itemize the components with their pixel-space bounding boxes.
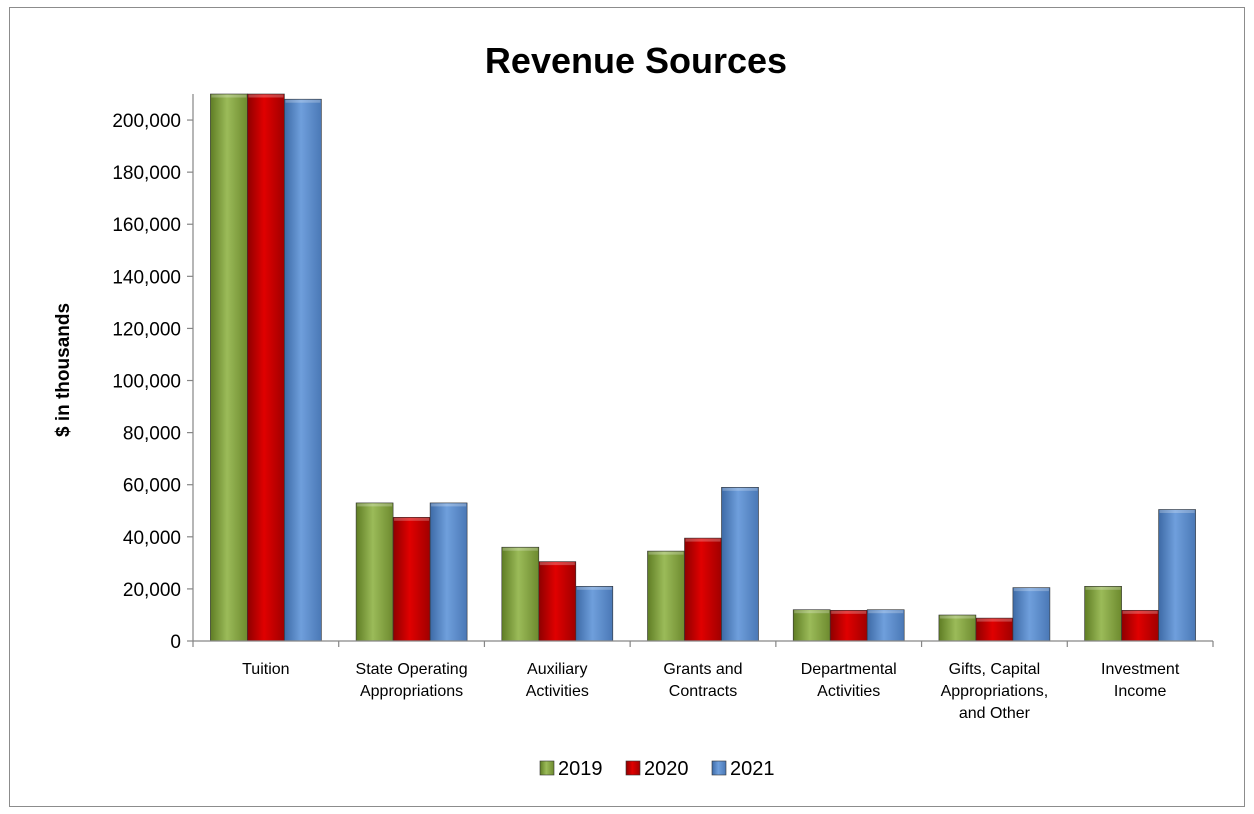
bar-2020-3	[684, 537, 722, 642]
legend: 2019 2020 2021	[539, 758, 775, 780]
y-tick-label: 0	[170, 632, 181, 653]
y-tick-label: 140,000	[112, 267, 181, 288]
bar-highlight	[939, 615, 975, 619]
y-tick-label: 200,000	[112, 111, 181, 132]
bar-highlight	[722, 487, 758, 491]
bar-highlight	[1122, 610, 1158, 614]
x-category-label: Gifts, Capital Appropriations, and Other	[941, 661, 1049, 722]
y-tick-label: 120,000	[112, 319, 181, 340]
x-category-label: Auxiliary Activities	[526, 661, 589, 700]
x-labels-group: Tuition State Operating Appropriations Auxi…	[242, 661, 1180, 722]
bar-highlight	[394, 517, 430, 521]
y-tick-label: 160,000	[112, 215, 181, 236]
x-category-label: Departmental Activities	[801, 661, 897, 700]
legend-swatch-2020	[625, 760, 641, 776]
y-tick-label: 100,000	[112, 372, 181, 393]
bar-2021-1	[429, 502, 468, 642]
bar-highlight	[357, 503, 393, 507]
bar-2020-1	[392, 516, 431, 642]
bar-2019-2	[501, 546, 540, 642]
bar-2021-3	[721, 486, 759, 642]
legend-swatch-2019	[539, 760, 555, 776]
bar-2019-4	[792, 609, 831, 642]
bar-highlight	[1085, 586, 1121, 590]
x-category-label: Tuition	[242, 661, 289, 678]
legend-label-2019: 2019	[558, 758, 603, 780]
bar-highlight	[976, 618, 1012, 622]
y-tick-label: 20,000	[123, 580, 181, 601]
x-category-label: Grants and Contracts	[663, 661, 742, 700]
bar-highlight	[431, 503, 467, 507]
bar-highlight	[576, 586, 612, 590]
bar-2019-3	[647, 550, 685, 642]
bar-highlight	[1159, 510, 1195, 513]
chart-title: Revenue Sources	[485, 40, 787, 81]
bar-highlight	[831, 610, 867, 614]
bar-2020-2	[538, 561, 577, 642]
bar-2021-6	[1158, 509, 1196, 642]
bar-highlight	[685, 538, 721, 542]
legend-swatch-2021	[711, 760, 727, 776]
y-tick-label: 180,000	[112, 163, 181, 184]
bar-2021-0	[284, 98, 322, 642]
bar-2020-4	[829, 609, 868, 642]
legend-label-2021: 2021	[730, 758, 775, 780]
x-category-label: State Operating Appropriations	[356, 661, 468, 700]
bar-2019-0	[210, 93, 248, 642]
x-category-label: Investment Income	[1101, 661, 1180, 700]
bar-2021-2	[575, 585, 614, 642]
bar-2019-1	[355, 502, 394, 642]
bar-highlight	[539, 562, 575, 566]
bar-highlight	[868, 610, 904, 614]
y-tick-label: 40,000	[123, 528, 181, 549]
y-tick-label: 60,000	[123, 476, 181, 497]
bar-2021-4	[866, 609, 905, 642]
bar-highlight	[248, 94, 284, 98]
chart-frame	[9, 7, 1245, 807]
y-ticks-group: 0 20,000 40,000 60,000 80,000 100,000 120,000 1…	[112, 111, 193, 653]
bar-highlight	[794, 610, 830, 614]
y-axis-label: $ in thousands	[53, 303, 74, 437]
bar-highlight	[285, 99, 321, 103]
y-tick-label: 80,000	[123, 424, 181, 445]
bar-2020-6	[1121, 609, 1159, 642]
bar-highlight	[1013, 588, 1049, 592]
bar-highlight	[502, 547, 538, 551]
bar-2019-6	[1084, 585, 1122, 642]
bar-2021-5	[1012, 587, 1051, 642]
axes-group	[192, 94, 1214, 647]
bar-highlight	[211, 94, 247, 98]
bar-highlight	[648, 551, 684, 555]
bar-2020-0	[247, 93, 285, 642]
bars-group	[210, 93, 1196, 642]
bar-2019-5	[938, 614, 977, 642]
legend-label-2020: 2020	[644, 758, 689, 780]
